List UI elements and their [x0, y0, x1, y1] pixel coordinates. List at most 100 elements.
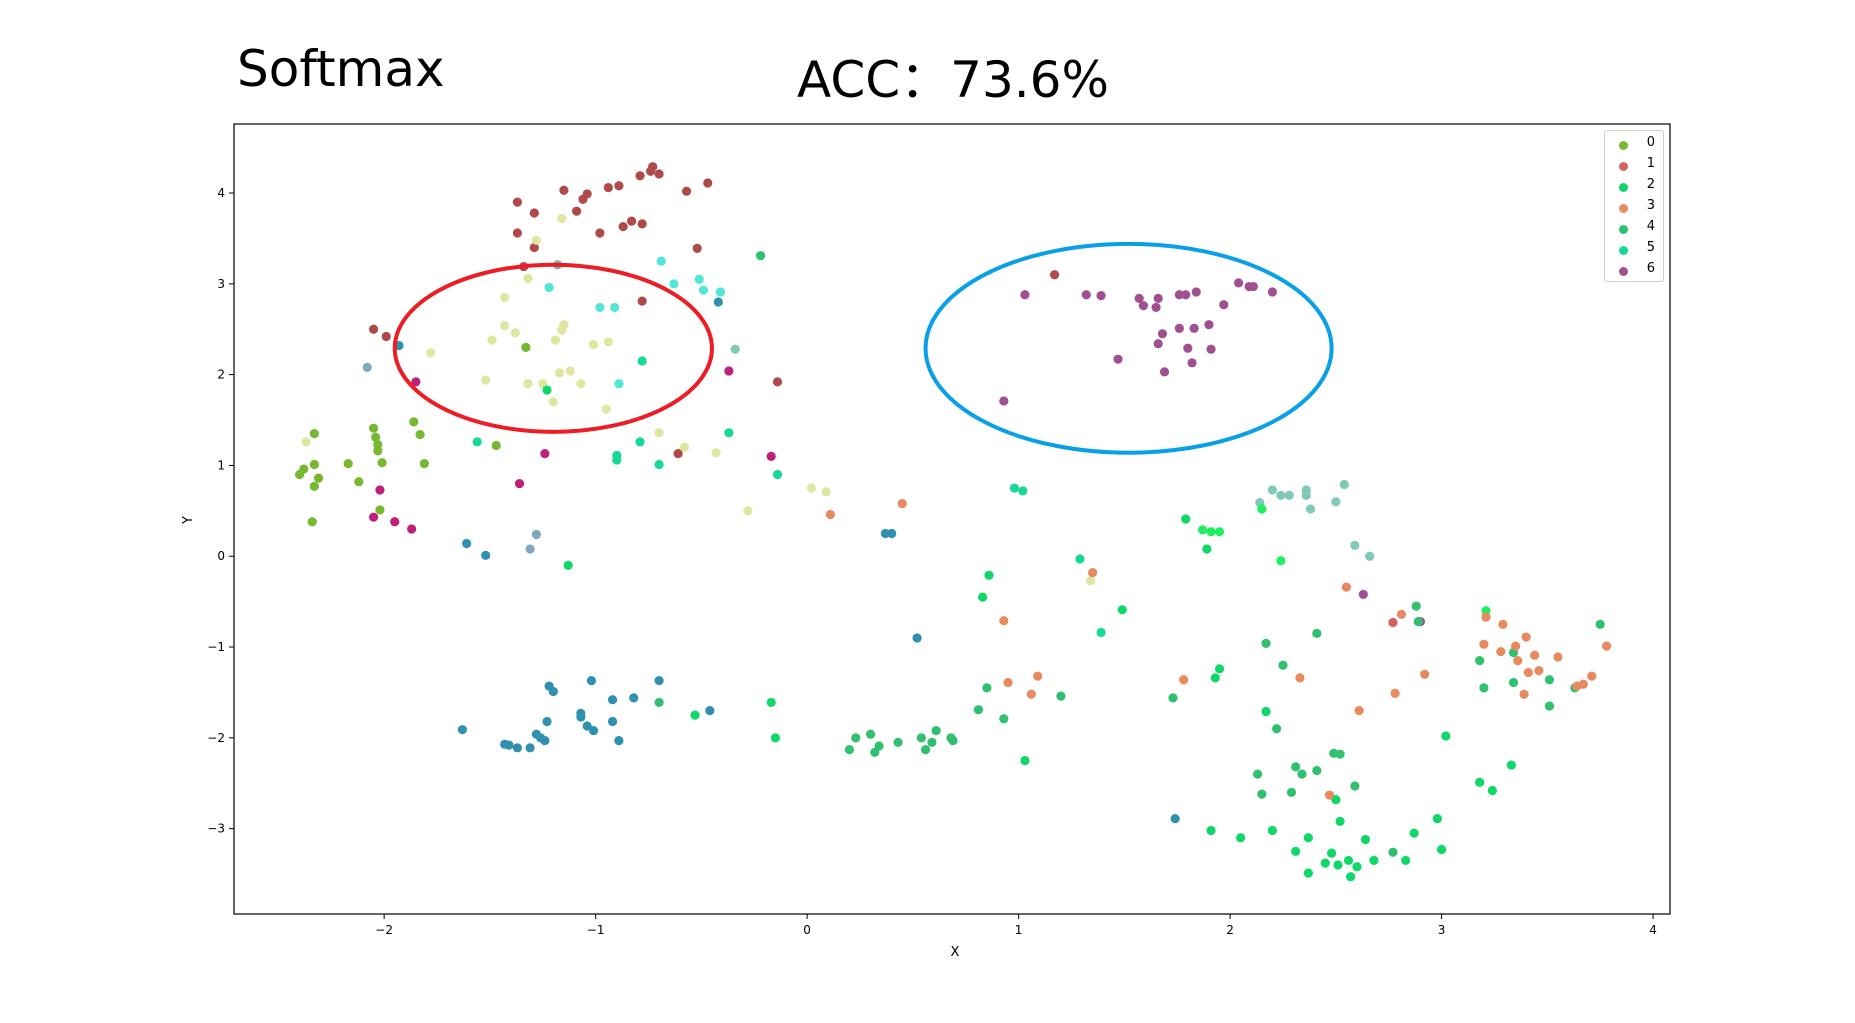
data-point — [637, 219, 647, 229]
data-point — [999, 714, 1009, 724]
data-point — [770, 733, 781, 743]
data-point — [1286, 787, 1297, 797]
data-point — [540, 449, 550, 459]
chart-title: Softmax — [237, 40, 445, 98]
data-point — [307, 517, 317, 527]
plot-frame — [233, 123, 1671, 915]
data-point — [1297, 769, 1307, 779]
data-point — [1513, 656, 1523, 666]
data-point — [1312, 628, 1322, 639]
data-point — [999, 616, 1009, 626]
data-point — [1056, 691, 1066, 701]
data-point — [743, 506, 753, 516]
y-tick-label: −1 — [207, 640, 225, 654]
data-point — [529, 208, 539, 218]
data-point — [1075, 554, 1085, 564]
data-point — [1257, 504, 1267, 514]
data-point — [1333, 860, 1343, 870]
data-point — [692, 243, 702, 254]
data-point — [1020, 755, 1030, 766]
data-point — [1284, 490, 1294, 500]
data-point — [766, 451, 776, 461]
data-point — [1291, 846, 1301, 856]
data-point — [514, 478, 525, 489]
legend-label: 3 — [1646, 198, 1655, 213]
data-point — [1187, 358, 1197, 368]
data-point — [1354, 705, 1364, 716]
data-point — [1202, 544, 1212, 554]
data-point — [874, 741, 884, 751]
data-point — [648, 162, 658, 172]
data-point — [572, 206, 582, 216]
legend-marker-icon — [1619, 267, 1628, 276]
legend-marker-icon — [1619, 225, 1628, 234]
legend-label: 4 — [1646, 219, 1655, 234]
data-point — [512, 228, 522, 238]
data-point — [409, 417, 419, 427]
data-point — [313, 473, 324, 483]
data-point — [377, 458, 387, 468]
data-point — [1508, 677, 1519, 688]
data-point — [1204, 320, 1214, 330]
data-point — [724, 428, 734, 438]
data-point — [1401, 855, 1411, 866]
data-point — [637, 356, 647, 366]
data-point — [656, 256, 666, 266]
data-point — [500, 292, 510, 303]
data-point — [375, 485, 385, 495]
y-tick-label: 2 — [217, 368, 225, 382]
data-point — [1183, 343, 1193, 353]
data-point — [654, 459, 664, 470]
data-point — [1219, 300, 1229, 310]
data-point — [595, 228, 605, 238]
data-point — [629, 693, 639, 703]
data-point — [1327, 848, 1337, 858]
data-point — [354, 477, 364, 487]
data-point — [555, 368, 565, 378]
data-point — [694, 274, 704, 284]
data-point — [626, 216, 637, 226]
data-point — [679, 442, 690, 452]
data-point — [1487, 785, 1497, 796]
data-point — [1252, 769, 1263, 779]
data-point — [635, 437, 645, 447]
data-point — [1388, 617, 1398, 628]
legend-item: 5 — [1605, 240, 1663, 261]
data-point — [1018, 486, 1028, 496]
legend-label: 1 — [1646, 156, 1655, 171]
data-point — [1267, 825, 1278, 836]
data-point — [481, 375, 491, 385]
data-point — [557, 213, 567, 224]
data-point — [1475, 777, 1485, 787]
data-point — [457, 725, 468, 735]
data-point — [1153, 293, 1163, 303]
data-point — [1346, 872, 1356, 882]
data-point — [1498, 619, 1508, 629]
data-point — [1352, 862, 1362, 872]
data-point — [368, 423, 379, 433]
data-point — [982, 683, 992, 693]
data-point — [1534, 666, 1544, 676]
data-point — [681, 186, 692, 196]
data-point — [595, 302, 605, 313]
data-point — [1432, 814, 1442, 824]
data-point — [1206, 344, 1216, 354]
data-point — [1210, 673, 1220, 683]
data-point — [1436, 844, 1447, 855]
data-point — [481, 550, 491, 560]
data-point — [603, 337, 613, 347]
data-point — [309, 429, 319, 439]
data-point — [373, 439, 383, 450]
data-point — [1390, 688, 1400, 698]
data-point — [1096, 627, 1106, 638]
data-point — [703, 178, 713, 188]
data-point — [1134, 293, 1144, 303]
data-point — [690, 710, 700, 720]
data-point — [1519, 689, 1529, 699]
data-point — [1157, 329, 1168, 339]
legend-item: 2 — [1605, 177, 1663, 198]
data-point — [698, 285, 709, 295]
data-point — [504, 740, 514, 750]
data-point — [1369, 855, 1379, 866]
